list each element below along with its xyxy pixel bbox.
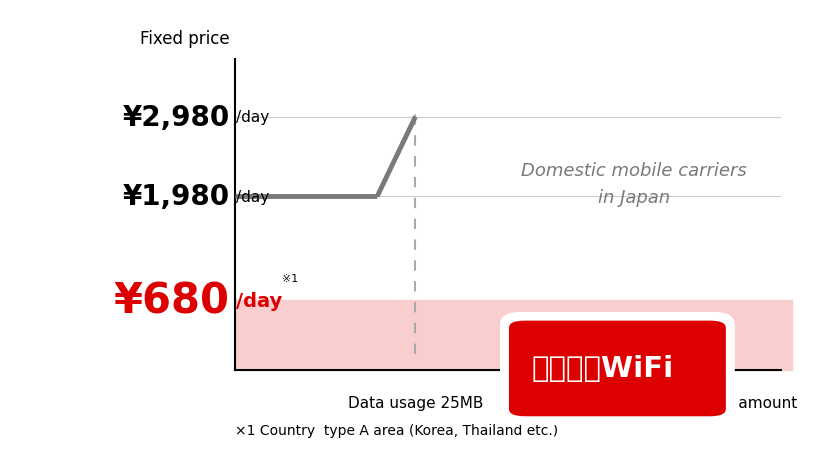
FancyBboxPatch shape	[500, 312, 735, 425]
Text: ※1: ※1	[281, 273, 298, 283]
Text: Data amount: Data amount	[697, 395, 798, 410]
Text: イモトのWiFi: イモトのWiFi	[532, 355, 674, 382]
Text: ×1 Country  type A area (Korea, Thailand etc.): ×1 Country type A area (Korea, Thailand …	[235, 423, 559, 437]
Text: /day: /day	[236, 291, 282, 310]
Text: Domestic mobile carriers
in Japan: Domestic mobile carriers in Japan	[521, 162, 747, 206]
Text: Fixed price: Fixed price	[140, 30, 230, 48]
Text: /day: /day	[236, 189, 270, 205]
FancyBboxPatch shape	[506, 318, 729, 420]
Text: Data usage 25MB: Data usage 25MB	[348, 395, 483, 410]
Text: ¥2,980: ¥2,980	[123, 104, 230, 131]
Text: /day: /day	[236, 110, 270, 125]
Text: ¥680: ¥680	[113, 280, 230, 321]
Text: ¥1,980: ¥1,980	[123, 183, 230, 211]
